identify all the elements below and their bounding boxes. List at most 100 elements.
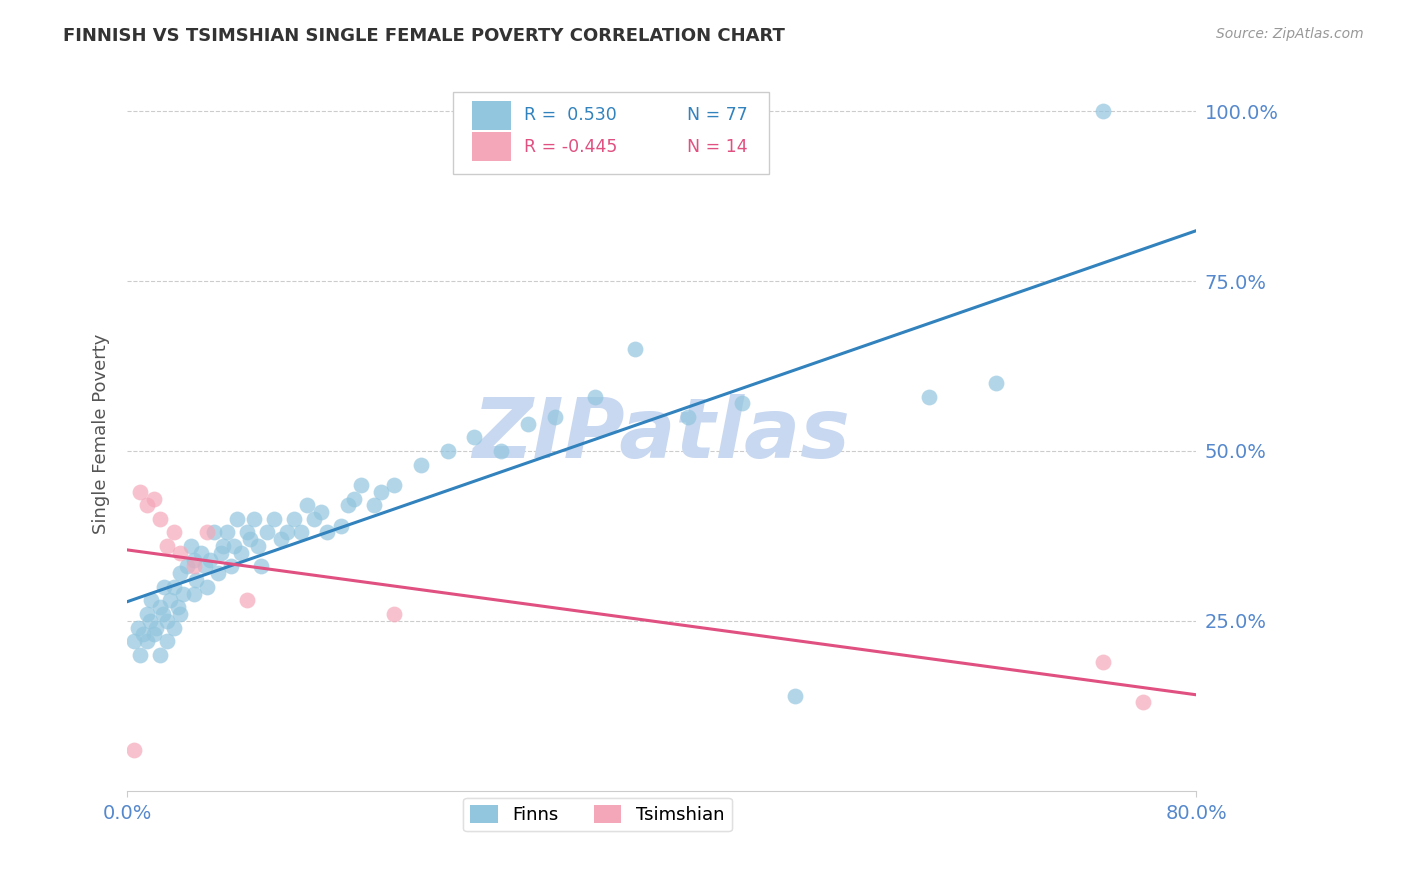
Point bbox=[309, 505, 332, 519]
FancyBboxPatch shape bbox=[453, 92, 769, 174]
Point bbox=[127, 621, 149, 635]
Point bbox=[149, 600, 172, 615]
Point bbox=[193, 559, 215, 574]
Point bbox=[270, 533, 292, 547]
Point bbox=[180, 539, 202, 553]
Point bbox=[153, 580, 176, 594]
Point bbox=[329, 518, 352, 533]
Point bbox=[166, 600, 188, 615]
Point bbox=[544, 410, 567, 425]
Point bbox=[249, 559, 271, 574]
Point bbox=[516, 417, 538, 431]
Point bbox=[785, 689, 807, 703]
Point bbox=[163, 621, 186, 635]
Point bbox=[302, 512, 325, 526]
Text: N = 77: N = 77 bbox=[688, 106, 748, 124]
Point bbox=[159, 593, 181, 607]
Point bbox=[583, 390, 606, 404]
Point bbox=[129, 648, 152, 662]
Point bbox=[195, 525, 218, 540]
Point bbox=[183, 552, 205, 566]
Point bbox=[436, 444, 458, 458]
Point bbox=[149, 512, 172, 526]
Point bbox=[290, 525, 312, 540]
Point bbox=[149, 648, 172, 662]
Point bbox=[918, 390, 941, 404]
Point bbox=[156, 539, 179, 553]
Point bbox=[343, 491, 366, 506]
FancyBboxPatch shape bbox=[472, 132, 510, 161]
Point bbox=[624, 342, 647, 356]
Point bbox=[138, 614, 160, 628]
Text: R =  0.530: R = 0.530 bbox=[523, 106, 616, 124]
Point bbox=[209, 546, 232, 560]
Point bbox=[283, 512, 305, 526]
Point bbox=[132, 627, 155, 641]
Point bbox=[336, 499, 359, 513]
Point bbox=[139, 593, 162, 607]
Point bbox=[142, 491, 165, 506]
Text: Source: ZipAtlas.com: Source: ZipAtlas.com bbox=[1216, 27, 1364, 41]
Point bbox=[1091, 104, 1114, 119]
Point bbox=[263, 512, 285, 526]
Point bbox=[229, 546, 252, 560]
Point bbox=[129, 484, 152, 499]
Y-axis label: Single Female Poverty: Single Female Poverty bbox=[93, 334, 110, 534]
Point bbox=[195, 580, 218, 594]
Point bbox=[489, 444, 512, 458]
Point bbox=[217, 525, 239, 540]
Point bbox=[169, 546, 191, 560]
Legend: Finns, Tsimshian: Finns, Tsimshian bbox=[463, 797, 731, 831]
Point bbox=[222, 539, 245, 553]
Point bbox=[190, 546, 212, 560]
Point bbox=[186, 573, 208, 587]
Point bbox=[363, 499, 385, 513]
Point bbox=[176, 559, 198, 574]
Text: ZIPatlas: ZIPatlas bbox=[472, 393, 851, 475]
Point bbox=[156, 634, 179, 648]
Point bbox=[409, 458, 432, 472]
Point bbox=[163, 580, 186, 594]
Point bbox=[246, 539, 269, 553]
Point bbox=[122, 634, 145, 648]
Point bbox=[152, 607, 174, 621]
FancyBboxPatch shape bbox=[472, 101, 510, 129]
Point bbox=[350, 478, 373, 492]
Point bbox=[219, 559, 242, 574]
Point bbox=[156, 614, 179, 628]
Point bbox=[297, 499, 319, 513]
Point bbox=[256, 525, 278, 540]
Point bbox=[463, 430, 485, 444]
Point bbox=[678, 410, 700, 425]
Point bbox=[169, 607, 191, 621]
Point bbox=[1132, 695, 1154, 709]
Point bbox=[984, 376, 1007, 390]
Point bbox=[239, 533, 262, 547]
Point bbox=[136, 607, 159, 621]
Point bbox=[316, 525, 339, 540]
Point bbox=[136, 634, 159, 648]
Point bbox=[136, 499, 159, 513]
Text: R = -0.445: R = -0.445 bbox=[523, 137, 617, 155]
Point bbox=[225, 512, 247, 526]
Point bbox=[236, 593, 259, 607]
Point bbox=[172, 586, 194, 600]
Point bbox=[212, 539, 235, 553]
Point bbox=[382, 478, 405, 492]
Point bbox=[198, 552, 221, 566]
Point bbox=[382, 607, 405, 621]
Point bbox=[731, 396, 754, 410]
Point bbox=[163, 525, 186, 540]
Point bbox=[276, 525, 298, 540]
Point bbox=[207, 566, 229, 581]
Point bbox=[169, 566, 191, 581]
Point bbox=[145, 621, 167, 635]
Point bbox=[142, 627, 165, 641]
Point bbox=[202, 525, 225, 540]
Text: N = 14: N = 14 bbox=[688, 137, 748, 155]
Point bbox=[122, 743, 145, 757]
Point bbox=[243, 512, 266, 526]
Text: FINNISH VS TSIMSHIAN SINGLE FEMALE POVERTY CORRELATION CHART: FINNISH VS TSIMSHIAN SINGLE FEMALE POVER… bbox=[63, 27, 785, 45]
Point bbox=[183, 586, 205, 600]
Point bbox=[183, 559, 205, 574]
